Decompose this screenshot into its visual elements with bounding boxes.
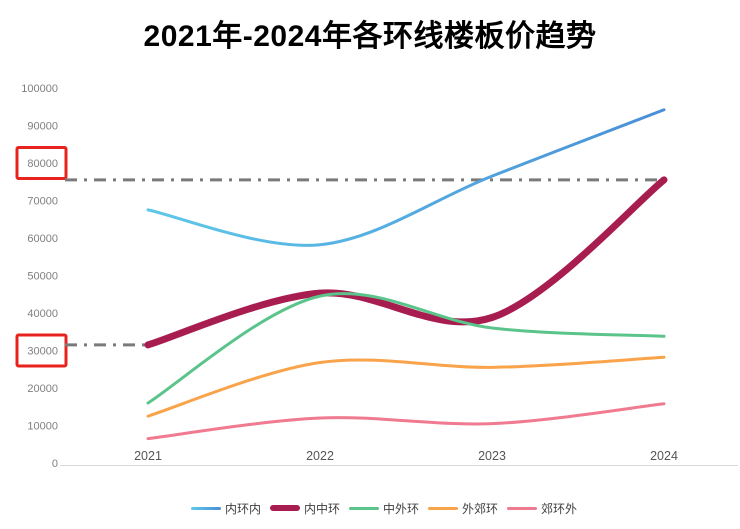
legend-line-swatch xyxy=(348,506,379,510)
legend-label: 内中环 xyxy=(303,501,340,516)
y-axis-tick-label: 10000 xyxy=(27,421,58,433)
legend-item-内环内: 内环内 xyxy=(190,500,261,517)
legend-label: 郊环外 xyxy=(541,501,578,516)
x-axis-tick-label: 2022 xyxy=(306,449,334,463)
series-line-中外环 xyxy=(146,292,666,405)
legend-line-swatch xyxy=(507,506,538,510)
legend-line-swatch xyxy=(269,505,300,511)
x-axis-tick-label: 2021 xyxy=(134,449,162,463)
y-axis-tick-label: 40000 xyxy=(27,308,58,320)
series-line-郊环外 xyxy=(146,402,666,441)
y-axis-tick-label: 20000 xyxy=(27,383,58,395)
x-axis-tick-label: 2024 xyxy=(650,449,678,463)
series-line-内中环 xyxy=(144,176,668,349)
y-axis-tick-label: 90000 xyxy=(27,121,58,133)
y-axis-tick-label: 100000 xyxy=(21,83,58,95)
x-axis-tick-label: 2023 xyxy=(478,449,506,463)
y-axis-tick-label: 60000 xyxy=(27,233,58,245)
legend-item-中外环: 中外环 xyxy=(348,500,419,517)
y-axis-tick-label: 80000 xyxy=(27,158,58,170)
legend-item-外郊环: 外郊环 xyxy=(428,500,498,517)
y-axis-tick-label: 30000 xyxy=(27,346,58,358)
highlight-box-30000 xyxy=(15,333,68,368)
y-axis-tick-label: 50000 xyxy=(27,271,58,283)
legend-line-swatch xyxy=(428,506,458,510)
highlight-box-80000 xyxy=(15,146,68,180)
y-axis-tick-label: 70000 xyxy=(27,196,58,208)
y-axis-tick-label: 0 xyxy=(52,458,58,470)
legend-label: 内环内 xyxy=(224,501,261,516)
chart-title: 2021年-2024年各环线楼板价趋势 xyxy=(143,20,597,53)
legend-line-swatch xyxy=(190,506,221,510)
series-line-外郊环 xyxy=(146,355,666,418)
legend-label: 中外环 xyxy=(382,501,419,516)
series-line-内环内 xyxy=(146,108,666,247)
legend-item-郊环外: 郊环外 xyxy=(507,500,577,517)
legend-item-内中环: 内中环 xyxy=(269,500,340,517)
chart-legend: 内环内 内中环 中外环 外郊环 郊环外 xyxy=(0,499,740,517)
legend-label: 外郊环 xyxy=(462,501,499,516)
